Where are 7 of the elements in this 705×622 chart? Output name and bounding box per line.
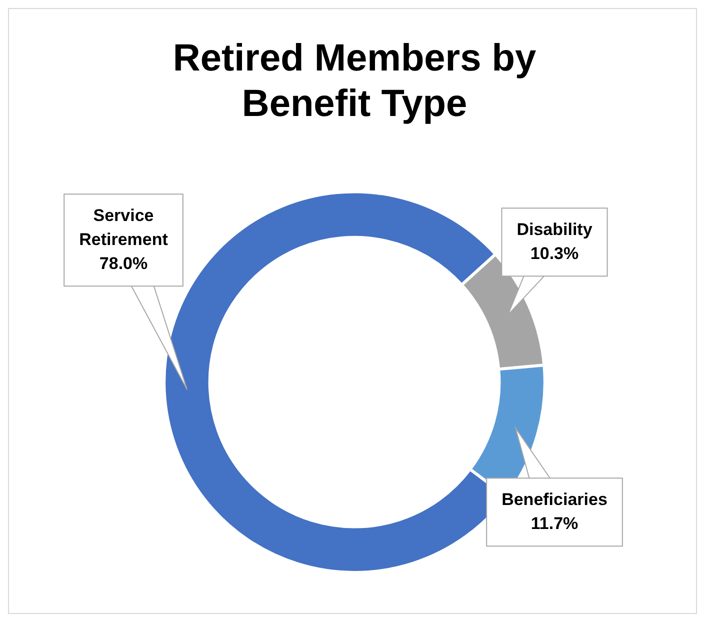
chart-title: Retired Members by Benefit Type bbox=[172, 37, 536, 125]
data-label: 10.3% bbox=[530, 244, 579, 263]
slice-label: Beneficiaries bbox=[502, 490, 608, 509]
data-label: 11.7% bbox=[530, 514, 578, 533]
slice-label: Service Retirement bbox=[79, 206, 168, 249]
data-label: 78.0% bbox=[99, 254, 148, 273]
slice-label: Disability bbox=[516, 220, 593, 239]
